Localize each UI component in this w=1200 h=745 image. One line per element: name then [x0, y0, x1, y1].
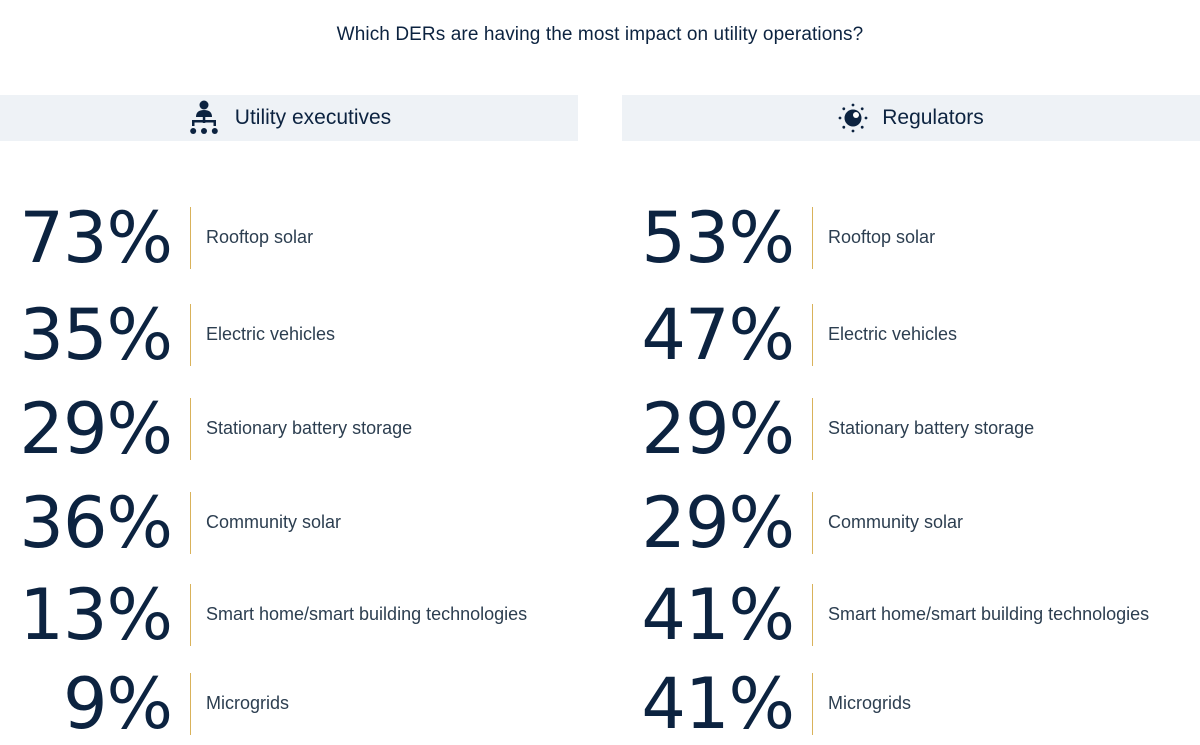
percent-value: 13% — [19, 574, 173, 656]
category-label: Stationary battery storage — [206, 418, 413, 438]
percent-value: 41% — [641, 663, 795, 745]
panel-regulators: Regulators 53% Rooftop solar 47% Electric v… — [622, 95, 1200, 741]
percent-value: 29% — [641, 482, 795, 564]
percent-value: 47% — [641, 294, 795, 376]
data-row: 35% Electric vehicles — [0, 298, 578, 372]
chart-title: Which DERs are having the most impact on… — [336, 24, 864, 45]
category-label: Community solar — [828, 512, 964, 532]
data-row: 53% Rooftop solar — [622, 201, 1200, 275]
series-name: Utility executives — [234, 106, 392, 129]
row-divider — [812, 304, 813, 366]
data-row: 73% Rooftop solar — [0, 201, 578, 275]
percent-value: 35% — [19, 294, 173, 376]
row-divider — [190, 304, 191, 366]
row-divider — [190, 492, 191, 554]
data-row: 47% Electric vehicles — [622, 298, 1200, 372]
row-divider — [190, 584, 191, 646]
percent-value: 29% — [641, 388, 795, 470]
row-divider — [190, 673, 191, 735]
category-label: Rooftop solar — [206, 227, 314, 247]
percent-value: 41% — [641, 574, 795, 656]
percent-value: 9% — [62, 663, 173, 745]
data-row: 36% Community solar — [0, 486, 578, 560]
percent-value: 53% — [641, 197, 795, 279]
category-label: Rooftop solar — [828, 227, 936, 247]
category-label: Electric vehicles — [828, 324, 958, 344]
category-label: Smart home/smart building technologies — [828, 604, 1150, 624]
sun-icon — [838, 103, 868, 133]
row-divider — [190, 207, 191, 269]
percent-value: 29% — [19, 388, 173, 470]
percent-value: 36% — [19, 482, 173, 564]
row-divider — [812, 207, 813, 269]
category-label: Microgrids — [828, 693, 912, 713]
row-divider — [812, 673, 813, 735]
row-divider — [812, 492, 813, 554]
row-divider — [190, 398, 191, 460]
panel-utility-executives: Utility executives 73% Rooftop solar 35% El… — [0, 95, 578, 741]
category-label: Smart home/smart building technologies — [206, 604, 528, 624]
data-row: 41% Smart home/smart building technologie… — [622, 578, 1200, 652]
data-row: 29% Stationary battery storage — [0, 392, 578, 466]
data-row: 41% Microgrids — [622, 667, 1200, 741]
panel-header-utility-executives: Utility executives — [0, 95, 578, 141]
data-row: 9% Microgrids — [0, 667, 578, 741]
category-label: Community solar — [206, 512, 342, 532]
panel-header-regulators: Regulators — [622, 95, 1200, 141]
org-chart-icon — [189, 100, 218, 134]
category-label: Microgrids — [206, 693, 290, 713]
data-row: 13% Smart home/smart building technologie… — [0, 578, 578, 652]
data-row: 29% Community solar — [622, 486, 1200, 560]
series-name: Regulators — [882, 106, 984, 129]
row-divider — [812, 398, 813, 460]
category-label: Stationary battery storage — [828, 418, 1035, 438]
data-row: 29% Stationary battery storage — [622, 392, 1200, 466]
category-label: Electric vehicles — [206, 324, 336, 344]
row-divider — [812, 584, 813, 646]
percent-value: 73% — [19, 197, 173, 279]
